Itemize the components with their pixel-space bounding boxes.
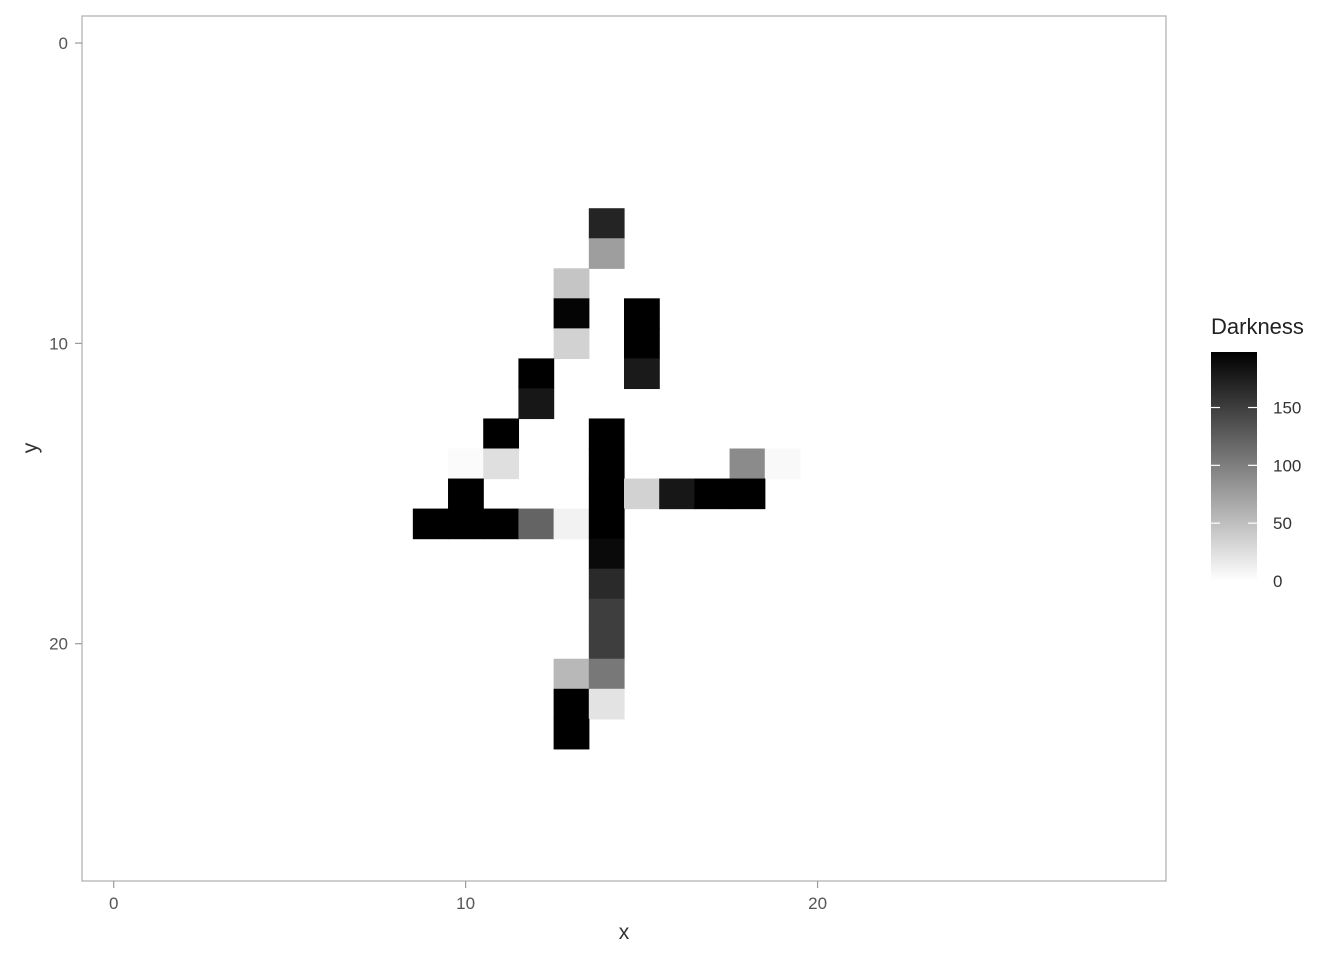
heatmap-cell-11: [588, 418, 625, 450]
legend-tick-label: 50: [1273, 514, 1292, 533]
x-axis-title: x: [619, 921, 630, 944]
legend-tick-label: 150: [1273, 399, 1301, 418]
heatmap-cell-14: [588, 448, 625, 480]
heatmap-cell-9: [518, 388, 555, 420]
heatmap-cell-30: [588, 568, 625, 600]
plot-panel-border: [81, 15, 1167, 882]
y-axis-title: y: [19, 442, 42, 453]
heatmap-cell-0: [588, 208, 625, 239]
x-tick-label: 10: [456, 894, 475, 913]
heatmap-cell-3: [553, 298, 590, 329]
heatmap-cell-24: [448, 508, 484, 540]
heatmap-cell-13: [483, 448, 520, 480]
heatmap-cell-21: [694, 478, 731, 510]
x-tick-label: 0: [109, 894, 118, 913]
y-tick-label: 20: [49, 635, 68, 654]
heatmap-cell-25: [483, 508, 520, 540]
heatmap-cell-22: [729, 478, 766, 510]
heatmap-cell-6: [624, 328, 660, 359]
heatmap-cell-2: [553, 268, 590, 299]
heatmap-cell-7: [518, 358, 555, 390]
legend-colorbar: [1211, 352, 1257, 581]
heatmap-cell-31: [588, 598, 625, 630]
heatmap-cell-35: [553, 688, 590, 720]
heatmap-cell-36: [588, 688, 625, 720]
x-tick-label: 20: [808, 894, 827, 913]
heatmap-cell-28: [588, 508, 625, 540]
heatmap-cell-16: [764, 448, 801, 480]
legend-title: Darkness: [1211, 314, 1304, 339]
heatmap-cell-10: [483, 418, 520, 450]
heatmap-cell-23: [412, 508, 449, 540]
heatmap-cell-1: [588, 238, 625, 269]
axes: 0 10 20 0 10 20: [49, 34, 827, 913]
y-tick-label: 10: [49, 334, 68, 353]
heatmap-cell-18: [588, 478, 625, 510]
heatmap-cell-20: [659, 478, 695, 510]
heatmap-cell-33: [553, 658, 590, 690]
heatmap-cell-34: [588, 658, 625, 690]
heatmap-cell-29: [588, 538, 625, 570]
heatmap-cell-5: [553, 328, 590, 359]
legend-tick-label: 100: [1273, 456, 1301, 475]
legend-tick-label: 0: [1273, 572, 1282, 591]
heatmap-cell-12: [448, 448, 484, 480]
y-tick-label: 0: [59, 34, 68, 53]
heatmap-cells: [412, 208, 801, 750]
heatmap-cell-4: [624, 298, 660, 329]
heatmap-cell-26: [518, 508, 555, 540]
heatmap-cell-37: [553, 718, 590, 750]
heatmap-cell-15: [729, 448, 766, 480]
heatmap-cell-27: [553, 508, 590, 540]
heatmap-cell-32: [588, 628, 625, 660]
heatmap-cell-17: [448, 478, 484, 510]
legend: Darkness 0 50 100 150: [1211, 314, 1304, 591]
heatmap-cell-8: [624, 358, 660, 390]
heatmap-cell-19: [624, 478, 660, 510]
